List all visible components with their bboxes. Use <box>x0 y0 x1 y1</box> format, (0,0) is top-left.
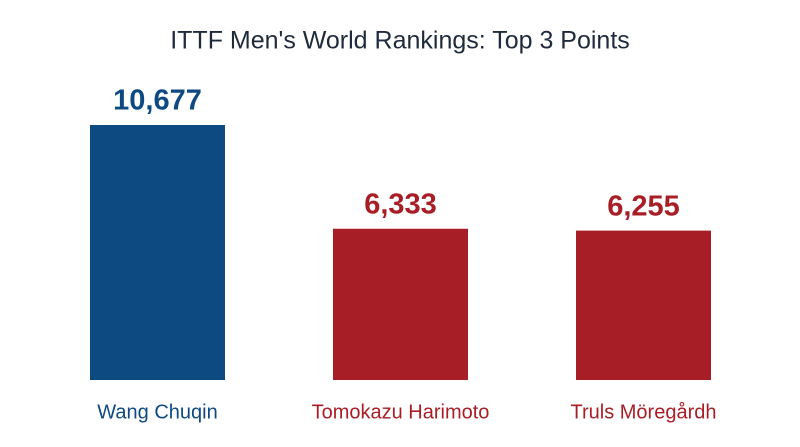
bar <box>90 125 225 380</box>
value-label: 6,333 <box>364 188 437 220</box>
value-label: 6,255 <box>607 190 680 222</box>
category-label: Wang Chuqin <box>97 401 217 423</box>
category-label: Tomokazu Harimoto <box>312 401 490 423</box>
value-label: 10,677 <box>113 85 202 117</box>
category-label: Truls Möregårdh <box>571 401 717 423</box>
bar <box>576 230 711 380</box>
chart-title: ITTF Men's World Rankings: Top 3 Points <box>170 27 630 55</box>
bar <box>333 228 468 380</box>
